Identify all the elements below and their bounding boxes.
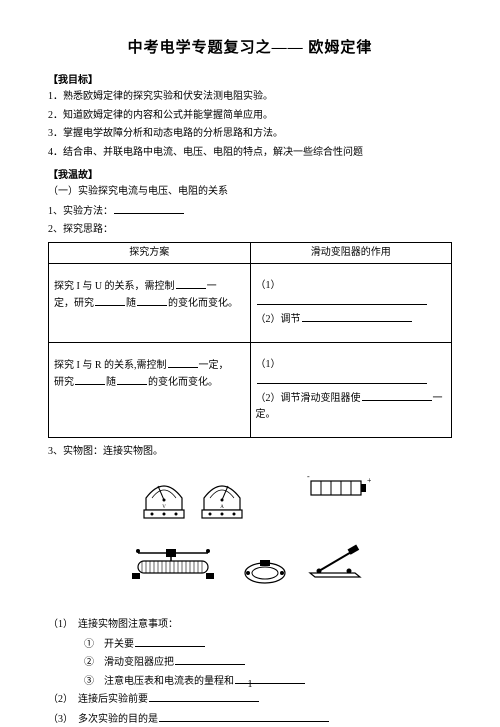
svg-text:+: + xyxy=(367,476,371,485)
cell-text: （1） xyxy=(256,359,281,370)
battery-icon: - + xyxy=(305,473,371,503)
blank-field[interactable] xyxy=(75,374,105,385)
svg-text:-: - xyxy=(307,473,310,481)
blank-field[interactable] xyxy=(176,278,206,289)
resistor-icon xyxy=(240,558,290,588)
blank-field[interactable] xyxy=(95,295,125,306)
page-number: 1 xyxy=(0,679,500,690)
table-row: 探究 I 与 R 的关系,需控制 一定， 研究 随 的变化而变化。 （1） （2）调节… xyxy=(49,342,452,437)
goal-item: 2．知道欧姆定律的内容和公式并能掌握简单应用。 xyxy=(48,108,452,124)
cell-text: 随 xyxy=(106,377,116,388)
method-line: 1、实验方法： xyxy=(48,203,452,220)
blank-field[interactable] xyxy=(168,357,198,368)
cell-text: 的变化而变化。 xyxy=(148,377,218,388)
q1-item: ② 滑动变阻器应把 xyxy=(84,654,452,671)
cell-text: 定，研究 xyxy=(54,298,94,309)
thinking-line: 2、探究思路： xyxy=(48,222,452,238)
cell-text: 的变化而变化。 xyxy=(168,298,238,309)
blank-field[interactable] xyxy=(257,373,427,384)
table-header: 探究方案 xyxy=(49,242,251,263)
cell-text: 一 xyxy=(207,281,217,292)
blank-field[interactable] xyxy=(135,636,205,647)
goal-item: 3．掌握电学故障分析和动态电路的分析思路和方法。 xyxy=(48,126,452,142)
page-title: 中考电学专题复习之—— 欧姆定律 xyxy=(48,36,452,57)
item-text: ② 滑动变阻器应把 xyxy=(84,657,174,668)
blank-field[interactable] xyxy=(117,374,147,385)
inquiry-table: 探究方案 滑动变阻器的作用 探究 I 与 U 的关系，需控制一 定，研究随的变化… xyxy=(48,242,452,438)
rheostat-icon xyxy=(128,543,218,583)
cell-text: 研究 xyxy=(54,377,74,388)
warmup-subtitle: （一）实验探究电流与电压、电阻的关系 xyxy=(48,184,452,200)
voltmeter-icon: V xyxy=(140,478,188,522)
blank-field[interactable] xyxy=(149,691,259,702)
item-text: （2） 连接后实验前要 xyxy=(48,694,148,705)
cell-text: 探究 I 与 U 的关系，需控制 xyxy=(54,281,175,292)
cell-text: （2）调节滑动变阻器使 xyxy=(256,393,361,404)
item-text: ① 开关要 xyxy=(84,639,134,650)
cell-text: （2）调节 xyxy=(256,314,301,325)
blank-field[interactable] xyxy=(362,390,432,401)
physical-label: 3、实物图：连接实物图。 xyxy=(48,444,452,460)
cell-text: 随 xyxy=(126,298,136,309)
blank-field[interactable] xyxy=(302,311,412,322)
blank-field[interactable] xyxy=(137,295,167,306)
table-header: 滑动变阻器的作用 xyxy=(250,242,452,263)
apparatus-diagram: V A - + xyxy=(120,473,380,603)
cell-text: 一定， xyxy=(199,360,229,371)
q1-label: （1） 连接实物图注意事项： xyxy=(48,617,452,633)
goals-head: 【我目标】 xyxy=(48,71,452,86)
goal-item: 4．结合串、并联电路中电流、电压、电阻的特点，解决一些综合性问题 xyxy=(48,145,452,161)
warmup-head: 【我温故】 xyxy=(48,166,452,181)
table-row: 探究 I 与 U 的关系，需控制 一 定，研究 随 的变化而变化。 （1） （2）调节 xyxy=(49,263,452,342)
q1-item: ① 开关要 xyxy=(84,636,452,653)
blank-field[interactable] xyxy=(257,294,427,305)
svg-text:V: V xyxy=(162,505,166,510)
blank-field[interactable] xyxy=(114,203,184,214)
q3-line: （3） 多次实验的目的是 xyxy=(48,711,452,727)
method-label: 1、实验方法： xyxy=(48,206,113,217)
ammeter-icon: A xyxy=(198,478,246,522)
q2-line: （2） 连接后实验前要 xyxy=(48,691,452,708)
svg-text:A: A xyxy=(220,505,224,510)
goal-item: 1．熟悉欧姆定律的探究实验和伏安法测电阻实验。 xyxy=(48,89,452,105)
blank-field[interactable] xyxy=(175,654,245,665)
cell-text: （1） xyxy=(256,280,281,291)
item-text: （3） 多次实验的目的是 xyxy=(48,714,158,725)
cell-text: 探究 I 与 R 的关系,需控制 xyxy=(54,360,167,371)
blank-field[interactable] xyxy=(159,711,329,722)
switch-icon xyxy=(305,543,365,583)
